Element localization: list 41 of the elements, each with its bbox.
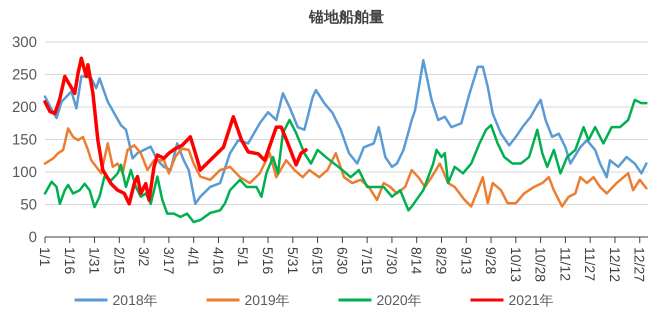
x-tick-label: 3/2 (136, 247, 152, 267)
y-tick-label: 250 (12, 66, 37, 84)
y-tick-label: 100 (12, 164, 37, 181)
line-series (44, 127, 648, 208)
x-tick-label: 11/12 (557, 247, 574, 282)
x-tick-label: 9/13 (458, 247, 474, 274)
y-tick-label: 300 (12, 34, 37, 51)
y-tick-label: 200 (12, 99, 37, 116)
x-tick-label: 6/30 (334, 247, 350, 274)
x-tick-label: 11/27 (582, 247, 598, 282)
x-tick-label: 12/27 (632, 247, 648, 282)
y-tick-label: 0 (28, 229, 37, 246)
x-tick-label: 7/30 (384, 247, 400, 274)
x-tick-label: 10/13 (508, 247, 524, 282)
x-tick-label: 6/15 (310, 247, 326, 274)
x-tick-label: 5/31 (284, 247, 301, 274)
legend-label: 2020年 (376, 292, 422, 308)
legend-label: 2018年 (112, 292, 158, 308)
x-tick-label: 8/14 (408, 247, 425, 274)
x-tick-label: 2/15 (111, 247, 128, 274)
x-tick-label: 1/16 (62, 247, 78, 274)
x-tick-label: 5/16 (260, 247, 276, 274)
line-series (44, 98, 648, 224)
x-tick-label: 8/29 (433, 247, 450, 274)
y-tick-label: 150 (12, 132, 37, 148)
line-series (44, 58, 648, 206)
x-tick-label: 12/12 (606, 247, 623, 282)
x-tick-label: 7/15 (359, 247, 376, 274)
y-tick-label: 50 (20, 196, 37, 214)
x-tick-label: 4/1 (186, 247, 202, 267)
line-series (43, 56, 308, 206)
x-tick-label: 5/1 (235, 247, 252, 267)
x-tick-label: 1/1 (37, 247, 53, 267)
x-tick-label: 10/28 (532, 247, 549, 282)
x-tick-label: 9/28 (483, 247, 500, 274)
legend-label: 2019年 (244, 292, 290, 308)
chart-title: 锚地船舶量 (308, 9, 384, 26)
x-tick-label: 1/31 (86, 247, 103, 274)
legend-label: 2021年 (508, 292, 554, 308)
x-tick-label: 4/16 (210, 247, 226, 274)
x-tick-label: 3/17 (160, 247, 177, 274)
